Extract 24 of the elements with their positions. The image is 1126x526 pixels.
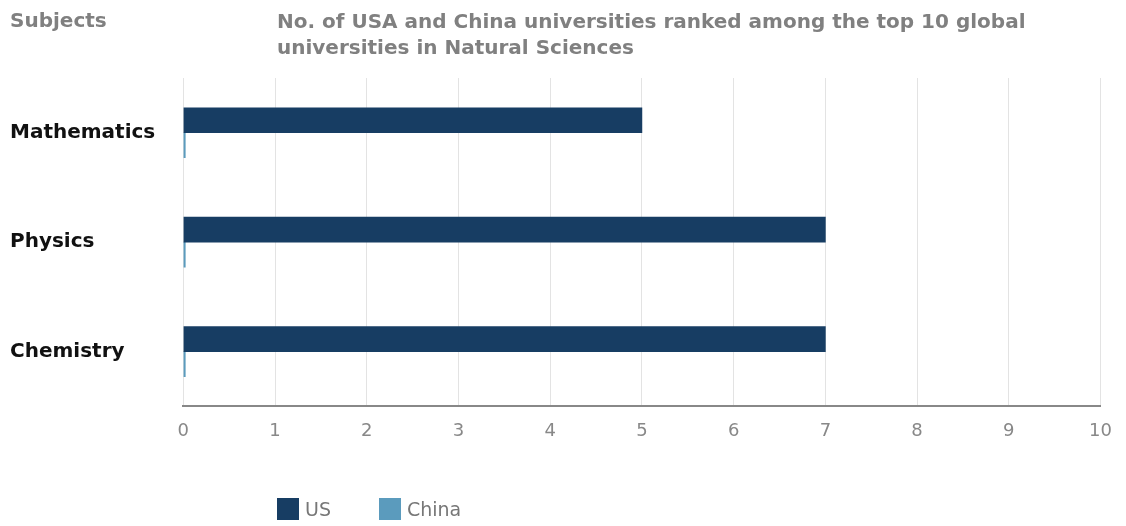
x-tick-label: 7	[819, 418, 832, 440]
y-tick-label: Chemistry	[10, 337, 125, 362]
bar	[183, 216, 826, 243]
x-tick-label: 2	[361, 418, 373, 440]
bar	[183, 326, 826, 352]
x-tick-label: 4	[544, 418, 556, 440]
x-tick-label: 10	[1089, 418, 1112, 440]
legend-label: US	[305, 498, 331, 520]
bar	[183, 107, 643, 134]
bar	[183, 132, 186, 159]
y-axis-title: Subjects	[10, 8, 107, 32]
legend-label: China	[406, 498, 462, 520]
x-tick-label: 1	[269, 418, 281, 440]
bar	[183, 241, 186, 268]
chart-title: No. of USA and China universities ranked among the top 10 global universities in Natural Sciences	[277, 8, 1027, 60]
x-tick-label: 8	[911, 418, 923, 440]
y-tick-label: Physics	[10, 228, 95, 253]
x-tick-label: 9	[1003, 418, 1015, 440]
x-tick-label: 3	[452, 418, 465, 440]
y-tick-label: Mathematics	[10, 118, 156, 143]
x-tick-label: 0	[177, 418, 189, 440]
x-tick-label: 6	[727, 418, 740, 440]
bar	[183, 351, 186, 377]
x-tick-label: 5	[636, 418, 648, 440]
